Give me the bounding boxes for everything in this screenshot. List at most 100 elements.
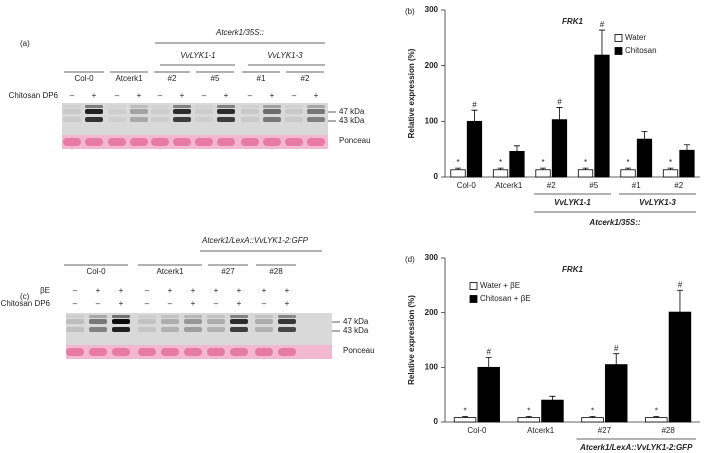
error-bar xyxy=(485,357,492,368)
band xyxy=(230,327,248,332)
x-tick-label: Atcerk1 xyxy=(527,426,555,435)
error-bar xyxy=(676,289,683,313)
band xyxy=(151,105,169,108)
lane-label: Atcerk1 xyxy=(115,74,143,83)
bar xyxy=(453,417,477,423)
error-bar xyxy=(598,29,605,56)
lane-label: #2 xyxy=(168,74,177,83)
ponceau-band xyxy=(217,138,235,146)
x-tick-label: #27 xyxy=(598,426,612,435)
ponceau-band xyxy=(130,138,148,146)
bar xyxy=(668,311,692,423)
error-bar xyxy=(667,167,674,170)
band xyxy=(207,319,225,324)
sign: – xyxy=(115,91,120,100)
bar xyxy=(581,417,604,423)
band xyxy=(112,315,130,318)
band xyxy=(63,109,81,114)
lane-label: #27 xyxy=(221,267,235,276)
bar xyxy=(620,169,636,178)
ponceau-band xyxy=(89,348,107,356)
bar xyxy=(577,169,594,178)
x-tick-label: #5 xyxy=(589,181,598,190)
error-bar xyxy=(625,167,632,170)
band xyxy=(230,315,248,318)
band xyxy=(173,109,191,114)
sign: – xyxy=(262,299,267,308)
sign: – xyxy=(145,286,150,295)
band xyxy=(255,327,273,332)
y-tick-label: 300 xyxy=(425,253,439,262)
bar xyxy=(466,120,483,178)
band xyxy=(85,117,103,122)
band xyxy=(161,319,179,324)
sign: – xyxy=(145,299,150,308)
band xyxy=(112,319,130,324)
significance-marker: # xyxy=(472,100,477,109)
ponceau-band xyxy=(161,348,179,356)
band xyxy=(184,327,202,332)
legend-label: Chitosan xyxy=(625,46,657,55)
sign: – xyxy=(168,299,173,308)
bar xyxy=(517,417,541,423)
band xyxy=(89,319,107,324)
category-group: VvLYK1-3 xyxy=(639,198,676,207)
band xyxy=(138,327,156,332)
ponceau-band xyxy=(263,138,281,146)
y-axis-label: Relative expression (%) xyxy=(407,295,416,385)
error-bar xyxy=(540,167,547,170)
band xyxy=(241,109,259,114)
significance-marker: * xyxy=(584,158,587,167)
band xyxy=(184,315,202,318)
band xyxy=(241,117,259,122)
construct: Atcerk1/LexA::VvLYK1-2:GFP xyxy=(201,236,309,245)
sign: – xyxy=(292,91,297,100)
band xyxy=(66,327,84,332)
band xyxy=(241,105,259,108)
stain-label: Ponceau xyxy=(339,136,371,145)
legend-label: Water xyxy=(625,33,646,42)
panel-label: (c) xyxy=(20,292,30,301)
error-bar xyxy=(497,167,504,170)
y-tick-label: 200 xyxy=(425,61,439,70)
x-tick-label: #28 xyxy=(661,426,675,435)
ponceau-band xyxy=(255,348,273,356)
lane-label: #28 xyxy=(269,267,283,276)
band xyxy=(151,117,169,122)
sign: + xyxy=(262,286,267,295)
chart-title: FRK1 xyxy=(562,17,583,26)
band xyxy=(207,327,225,332)
ponceau-band xyxy=(66,348,84,356)
band xyxy=(85,109,103,114)
band xyxy=(230,319,248,324)
bar xyxy=(662,169,679,178)
band xyxy=(66,319,84,324)
x-tick-label: Col-0 xyxy=(457,181,477,190)
sign: + xyxy=(96,286,101,295)
legend-swatch xyxy=(469,282,478,290)
band xyxy=(130,109,148,114)
band xyxy=(307,109,325,114)
size-marker: 43 kDa xyxy=(339,116,365,125)
construct: Atcerk1/35S:: xyxy=(215,28,264,37)
sign: – xyxy=(158,91,163,100)
ponceau-band xyxy=(173,138,191,146)
ponceau-band xyxy=(63,138,81,146)
band xyxy=(130,117,148,122)
error-bar xyxy=(513,145,520,152)
significance-marker: * xyxy=(541,158,544,167)
sign: – xyxy=(96,299,101,308)
error-bar xyxy=(462,416,469,418)
band xyxy=(184,319,202,324)
band xyxy=(195,109,213,114)
ponceau-band xyxy=(278,348,296,356)
significance-marker: # xyxy=(614,344,619,353)
band xyxy=(285,109,303,114)
panel-label: (a) xyxy=(20,39,30,48)
band xyxy=(195,117,213,122)
ponceau-band xyxy=(112,348,130,356)
ponceau-band xyxy=(108,138,126,146)
sign: + xyxy=(314,91,319,100)
treatment-label: βE xyxy=(40,286,50,295)
ponceau-band xyxy=(184,348,202,356)
